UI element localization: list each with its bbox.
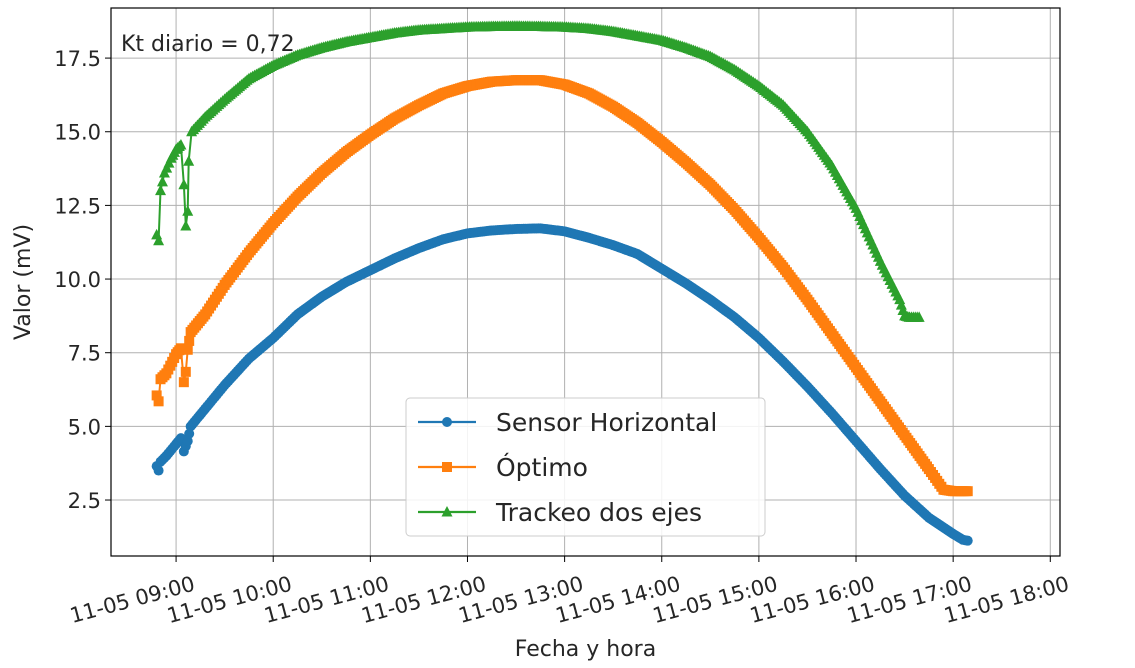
y-axis-label: Valor (mV): [11, 224, 36, 340]
y-tick-label: 2.5: [68, 489, 101, 513]
y-tick-label: 10.0: [54, 268, 101, 292]
data-point: [156, 175, 168, 187]
y-tick-label: 7.5: [68, 342, 101, 366]
data-point: [183, 155, 195, 166]
data-point: [182, 205, 194, 216]
legend-marker: [441, 506, 453, 517]
series-square: [151, 75, 973, 497]
grid: [111, 8, 1060, 556]
x-axis-label: Fecha y hora: [515, 637, 656, 662]
data-point: [151, 228, 163, 240]
legend-item: Trackeo dos ejes: [418, 498, 702, 527]
legend: Sensor Horizontal Óptimo Trackeo dos ejes: [405, 397, 766, 537]
legend-label: Trackeo dos ejes: [495, 498, 702, 527]
data-point: [175, 343, 186, 354]
y-tick-label: 5.0: [68, 415, 101, 439]
data-point: [178, 178, 190, 190]
data-point: [184, 335, 195, 346]
legend-item: Óptimo: [418, 452, 588, 482]
data-point: [962, 486, 973, 497]
series-triangle: [151, 20, 925, 322]
data-point: [182, 344, 193, 355]
series-layer: [151, 20, 973, 546]
y-tick-label: 17.5: [54, 47, 101, 71]
legend-marker: [442, 462, 452, 472]
annotation-kt: Kt diario = 0,72: [121, 32, 295, 57]
y-tick-label: 15.0: [54, 121, 101, 145]
y-tick-label: 12.5: [54, 194, 101, 218]
data-point: [153, 234, 165, 246]
data-point: [180, 220, 192, 231]
data-point: [153, 396, 164, 407]
data-point: [151, 390, 162, 401]
data-point: [180, 366, 191, 377]
legend-box: [405, 397, 766, 537]
plot-frame: [110, 7, 1061, 557]
data-point: [153, 465, 164, 476]
data-point: [175, 139, 187, 150]
data-point: [155, 184, 167, 196]
data-point: [913, 311, 925, 322]
data-point: [178, 377, 189, 388]
legend-label: Óptimo: [496, 452, 588, 482]
series-circle: [151, 223, 973, 546]
legend-label: Sensor Horizontal: [496, 408, 717, 437]
data-point: [962, 535, 973, 546]
legend-marker: [442, 417, 452, 427]
legend-item: Sensor Horizontal: [418, 408, 717, 437]
